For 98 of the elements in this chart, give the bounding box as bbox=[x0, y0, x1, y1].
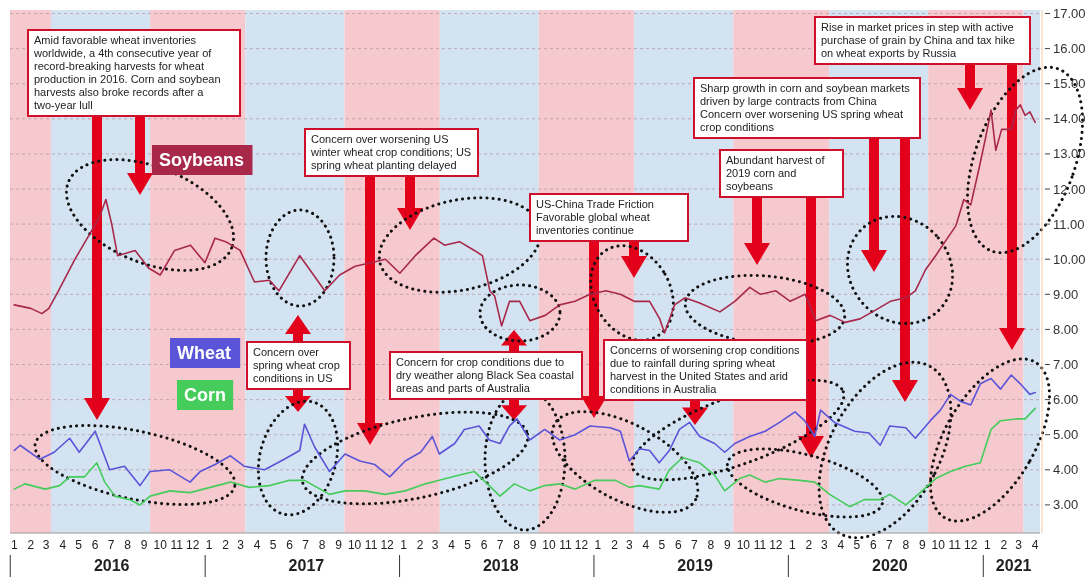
x-tick-label: 8 bbox=[124, 538, 132, 552]
x-tick-label: 3 bbox=[237, 538, 245, 552]
y-tick-label: 5.00 bbox=[1053, 427, 1079, 443]
text: 2020 bbox=[872, 557, 908, 574]
x-tick-label: 9 bbox=[724, 538, 732, 552]
x-tick-label: 3 bbox=[1015, 538, 1023, 552]
x-tick-label: 11 bbox=[948, 538, 962, 552]
annotation: Concerns of worsening crop conditions due to rainfall during spring wheat harvest in the United States and arid conditions in Australia bbox=[610, 344, 801, 395]
x-tick-label: 8 bbox=[902, 538, 910, 552]
x-tick-label: 10 bbox=[931, 538, 946, 552]
annotation: Rise in market prices in step with active purchase of grain by China and tax hike on wheat exports by Russia bbox=[821, 21, 1015, 59]
x-tick-label: 10 bbox=[347, 538, 362, 552]
x-tick-label: 1 bbox=[789, 538, 797, 552]
x-tick-label: 5 bbox=[853, 538, 861, 552]
x-tick-label: 6 bbox=[286, 538, 294, 552]
x-tick-label: 12 bbox=[380, 538, 395, 552]
x-tick-label: 7 bbox=[691, 538, 699, 552]
x-tick-label: 9 bbox=[140, 538, 148, 552]
text: Wheat bbox=[177, 343, 232, 363]
x-tick-label: 5 bbox=[269, 538, 277, 552]
x-tick-label: 2 bbox=[27, 538, 35, 552]
annotation: Sharp growth in corn and soybean markets driven by large contracts from China Concern over worsening US spring wheat crop conditions bbox=[700, 82, 911, 133]
x-tick-label: 1 bbox=[983, 538, 991, 552]
x-tick-label: 4 bbox=[1031, 538, 1039, 552]
x-tick-label: 6 bbox=[480, 538, 488, 552]
y-tick-label: 15.00 bbox=[1053, 76, 1086, 92]
x-tick-label: 5 bbox=[75, 538, 83, 552]
y-tick-label: 4.00 bbox=[1053, 462, 1079, 478]
text: 2021 bbox=[995, 557, 1032, 574]
x-tick-label: 1 bbox=[205, 538, 213, 552]
x-tick-label: 12 bbox=[185, 538, 200, 552]
x-tick-label: 7 bbox=[496, 538, 504, 552]
x-tick-label: 2 bbox=[805, 538, 813, 552]
x-tick-label: 7 bbox=[107, 538, 115, 552]
text: 2017 bbox=[288, 557, 325, 574]
text: 2016 bbox=[93, 557, 130, 574]
annotation: US-China Trade Friction Favorable global wheat inventories continue bbox=[536, 198, 654, 236]
line-series bbox=[13, 407, 1037, 508]
y-tick-label: 8.00 bbox=[1053, 321, 1079, 337]
x-tick-label: 3 bbox=[42, 538, 50, 552]
x-tick-label: 10 bbox=[736, 538, 751, 552]
y-tick-label: 12.00 bbox=[1053, 181, 1086, 197]
x-tick-label: 1 bbox=[400, 538, 408, 552]
y-tick-label: 7.00 bbox=[1053, 357, 1079, 373]
x-tick-label: 5 bbox=[464, 538, 472, 552]
x-tick-label: 2 bbox=[611, 538, 619, 552]
x-tick-label: 4 bbox=[837, 538, 845, 552]
x-tick-label: 9 bbox=[335, 538, 343, 552]
x-tick-label: 8 bbox=[513, 538, 521, 552]
annotation: Concern over worsening US winter wheat crop conditions; US spring wheat planting delayed bbox=[310, 133, 472, 171]
x-tick-label: 3 bbox=[626, 538, 634, 552]
annotation: Amid favorable wheat inventories worldwide, a 4th consecutive year of record-breaking harvests for wheat production in 2016. Corn and soybean harvests also broke records after a two-year lull bbox=[33, 34, 221, 111]
x-tick-label: 8 bbox=[318, 538, 326, 552]
text: Soybeans bbox=[159, 150, 245, 170]
x-tick-label: 6 bbox=[91, 538, 99, 552]
x-tick-label: 1 bbox=[594, 538, 602, 552]
x-tick-label: 9 bbox=[918, 538, 926, 552]
x-tick-label: 6 bbox=[675, 538, 683, 552]
text: 2018 bbox=[482, 557, 519, 574]
x-tick-label: 11 bbox=[364, 538, 378, 552]
x-tick-label: 4 bbox=[448, 538, 456, 552]
x-tick-label: 3 bbox=[820, 538, 828, 552]
x-tick-label: 11 bbox=[170, 538, 184, 552]
x-tick-label: 8 bbox=[707, 538, 715, 552]
x-tick-label: 12 bbox=[769, 538, 783, 552]
y-tick-label: 6.00 bbox=[1053, 392, 1079, 408]
y-tick-label: 11.00 bbox=[1053, 216, 1085, 232]
y-tick-label: 13.00 bbox=[1053, 146, 1086, 162]
x-tick-label: 3 bbox=[431, 538, 439, 552]
x-tick-label: 11 bbox=[753, 538, 767, 552]
annotation: Concern over spring wheat crop conditions in US bbox=[253, 346, 340, 384]
x-tick-label: 2 bbox=[222, 538, 230, 552]
y-tick-label: 14.00 bbox=[1053, 111, 1086, 127]
x-tick-label: 4 bbox=[642, 538, 650, 552]
x-tick-label: 10 bbox=[542, 538, 556, 552]
x-tick-label: 10 bbox=[153, 538, 168, 552]
x-tick-label: 7 bbox=[885, 538, 893, 552]
x-tick-label: 2 bbox=[416, 538, 424, 552]
x-tick-label: 2 bbox=[1000, 538, 1008, 552]
x-tick-label: 4 bbox=[59, 538, 67, 552]
x-tick-label: 4 bbox=[253, 538, 261, 552]
y-tick-label: 16.00 bbox=[1053, 41, 1086, 57]
x-tick-label: 6 bbox=[869, 538, 877, 552]
text: Corn bbox=[184, 385, 226, 405]
text: 2019 bbox=[677, 557, 714, 574]
x-tick-label: 11 bbox=[559, 538, 573, 552]
y-tick-label: 9.00 bbox=[1053, 286, 1079, 302]
annotation: Abundant harvest of 2019 corn and soybeans bbox=[726, 154, 826, 192]
y-tick-label: 17.00 bbox=[1053, 6, 1086, 22]
x-tick-label: 9 bbox=[529, 538, 537, 552]
y-tick-label: 10.00 bbox=[1053, 251, 1086, 267]
x-tick-label: 5 bbox=[658, 538, 666, 552]
annotation: Concern for crop conditions due to dry weather along Black Sea coastal areas and parts of Australia bbox=[396, 356, 574, 394]
x-tick-label: 12 bbox=[574, 538, 589, 552]
x-tick-label: 7 bbox=[302, 538, 310, 552]
y-tick-label: 3.00 bbox=[1053, 497, 1079, 513]
x-tick-label: 1 bbox=[10, 538, 18, 552]
x-tick-label: 12 bbox=[964, 538, 978, 552]
